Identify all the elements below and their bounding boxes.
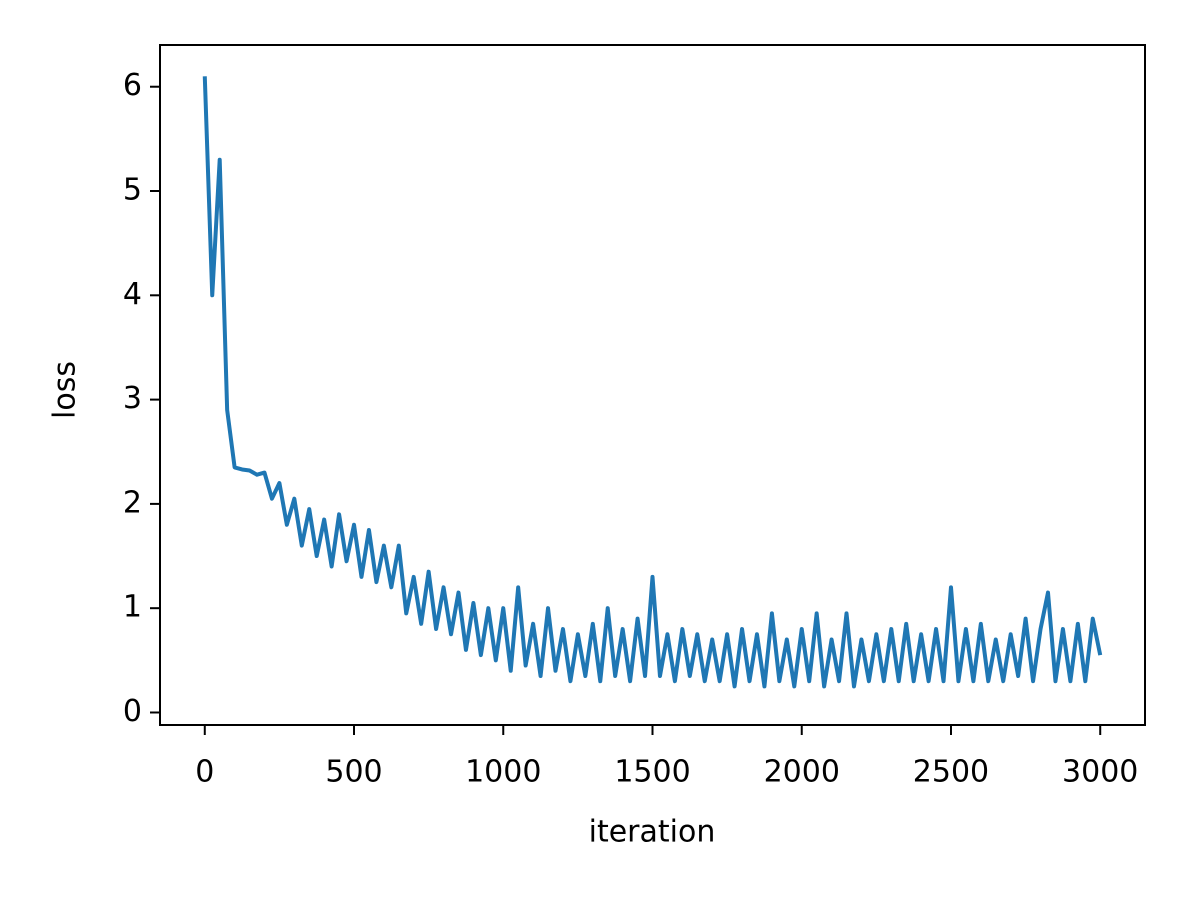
x-tick-label: 3000 xyxy=(1062,755,1138,790)
y-tick-label: 1 xyxy=(123,590,142,625)
x-tick-label: 1000 xyxy=(465,755,541,790)
x-tick-label: 2000 xyxy=(764,755,840,790)
x-axis-label: iteration xyxy=(589,815,716,850)
x-tick-label: 1500 xyxy=(614,755,690,790)
x-tick-label: 0 xyxy=(195,755,214,790)
y-tick-label: 0 xyxy=(123,694,142,729)
loss-line xyxy=(202,76,1103,689)
y-tick-label: 2 xyxy=(123,485,142,520)
y-tick-label: 5 xyxy=(123,173,142,208)
y-tick-label: 3 xyxy=(123,381,142,416)
y-axis-label: loss xyxy=(48,361,83,419)
x-tick-label: 500 xyxy=(325,755,382,790)
y-tick-label: 4 xyxy=(123,277,142,312)
x-tick-label: 2500 xyxy=(913,755,989,790)
y-tick-label: 6 xyxy=(123,68,142,103)
plot-frame xyxy=(159,44,1146,726)
